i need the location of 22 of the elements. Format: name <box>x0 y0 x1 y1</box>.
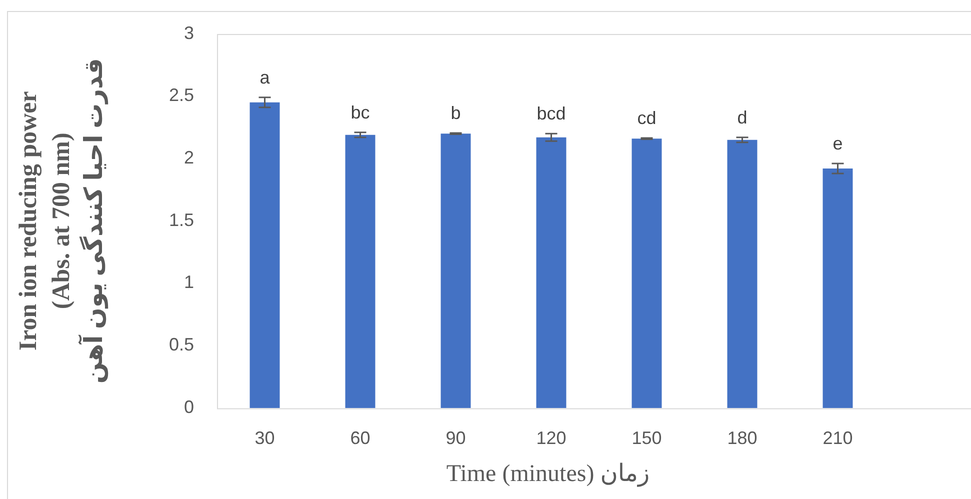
data-label: d <box>737 107 748 128</box>
y-tick-label: 1.5 <box>168 210 194 230</box>
data-label: bc <box>350 102 370 122</box>
data-label: bcd <box>536 104 566 124</box>
x-tick-label: 150 <box>632 428 662 448</box>
x-axis-title: Time (minutes) زمان <box>446 460 650 488</box>
y-tick-label: 0 <box>184 396 194 417</box>
y-tick-label: 1 <box>184 272 194 292</box>
x-tick-label: 60 <box>350 428 370 448</box>
x-tick-label: 120 <box>536 428 566 448</box>
y-tick-label: 2.5 <box>168 85 194 106</box>
data-label: e <box>832 134 843 154</box>
x-tick-label: 30 <box>254 428 275 448</box>
data-label: cd <box>637 108 656 128</box>
data-label: a <box>260 67 271 88</box>
y-tick-label: 2 <box>184 148 194 168</box>
data-label: b <box>450 102 461 123</box>
x-tick-label: 90 <box>446 428 466 448</box>
y-tick-label: 0.5 <box>168 334 194 355</box>
x-tick-label: 210 <box>822 428 853 448</box>
y-tick-label: 3 <box>184 22 194 43</box>
x-tick-label: 180 <box>727 428 758 448</box>
